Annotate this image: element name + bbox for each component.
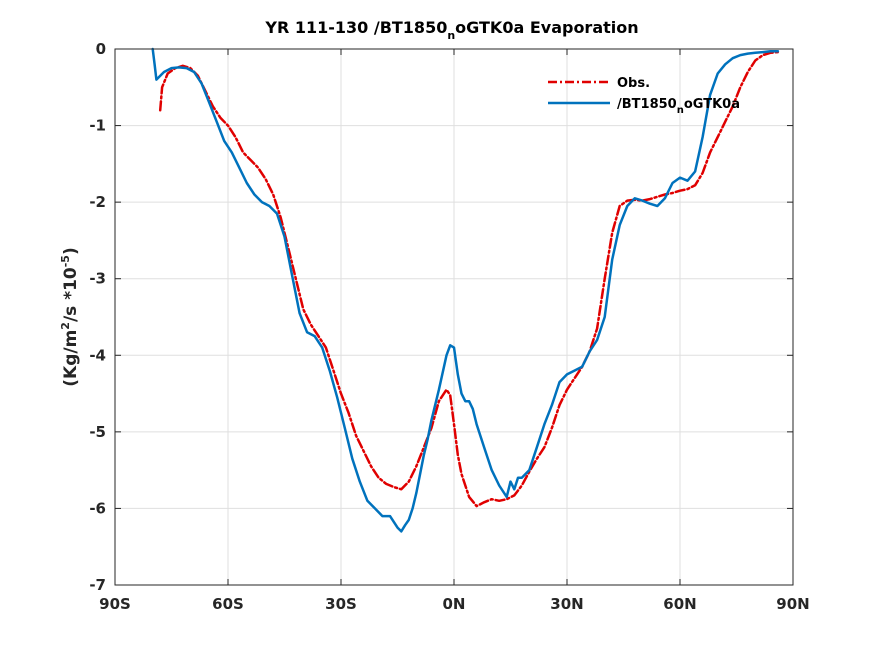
legend-model-label-pre: /BT1850 bbox=[617, 97, 677, 112]
y-axis-label-post: ) bbox=[61, 247, 81, 255]
y-tick-label: -7 bbox=[89, 576, 106, 594]
axis-ticks bbox=[114, 48, 794, 586]
legend-obs-label: Obs. bbox=[617, 76, 650, 91]
x-tick-label: 0N bbox=[443, 595, 466, 613]
chart-title-rest: oGTK0a Evaporation bbox=[455, 18, 638, 37]
y-tick-label: -4 bbox=[89, 346, 106, 364]
y-axis-label-mid: /s *10 bbox=[61, 267, 81, 322]
y-axis-label-pre: (Kg/m bbox=[61, 330, 81, 387]
y-tick-label: 0 bbox=[96, 40, 106, 58]
legend-model-label-post: oGTK0a bbox=[684, 97, 740, 112]
chart-title-subscript: n bbox=[447, 29, 455, 42]
x-tick-label: 30N bbox=[550, 595, 583, 613]
x-tick-label: 60S bbox=[212, 595, 244, 613]
x-tick-label: 30S bbox=[325, 595, 357, 613]
y-tick-label: -1 bbox=[89, 117, 106, 135]
legend-model-label-sub: n bbox=[677, 105, 684, 116]
chart-title-main: YR 111-130 /BT1850 bbox=[264, 18, 447, 37]
y-tick-label: -6 bbox=[89, 499, 106, 517]
y-axis-label-sup1: 2 bbox=[59, 322, 72, 330]
y-tick-label: -3 bbox=[89, 270, 106, 288]
legend: Obs. /BT1850noGTK0a bbox=[548, 76, 740, 116]
series-line-obs bbox=[158, 50, 780, 508]
tick-labels: 90S 60S 30S 0N 30N 60N 90N 0 -1 -2 -3 -4 -5 -6 -7 bbox=[89, 40, 809, 613]
series-lines bbox=[151, 47, 780, 533]
x-tick-label: 90S bbox=[99, 595, 131, 613]
y-axis-label: (Kg/m2/s *10-5) bbox=[59, 247, 81, 387]
y-tick-label: -2 bbox=[89, 193, 106, 211]
chart-title: YR 111-130 /BT1850noGTK0a Evaporation bbox=[264, 18, 638, 42]
x-tick-label: 90N bbox=[776, 595, 809, 613]
legend-model-label: /BT1850noGTK0a bbox=[617, 97, 740, 116]
series-line-model bbox=[151, 47, 780, 533]
x-tick-label: 60N bbox=[663, 595, 696, 613]
y-axis-label-sup2: -5 bbox=[59, 255, 72, 267]
y-tick-label: -5 bbox=[89, 423, 106, 441]
